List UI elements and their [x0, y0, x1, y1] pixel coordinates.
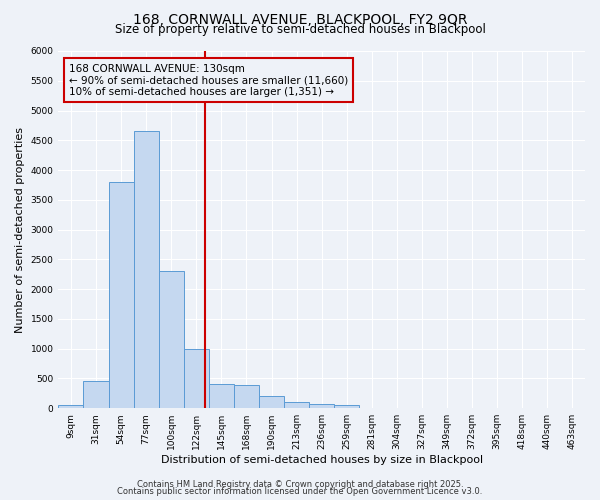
Bar: [109, 182, 134, 408]
Text: 168 CORNWALL AVENUE: 130sqm
← 90% of semi-detached houses are smaller (11,660)
1: 168 CORNWALL AVENUE: 130sqm ← 90% of sem…: [69, 64, 348, 96]
Text: Contains public sector information licensed under the Open Government Licence v3: Contains public sector information licen…: [118, 487, 482, 496]
Bar: [83, 382, 109, 408]
Bar: [309, 404, 334, 408]
X-axis label: Distribution of semi-detached houses by size in Blackpool: Distribution of semi-detached houses by …: [161, 455, 483, 465]
Bar: [234, 385, 259, 408]
Bar: [159, 272, 184, 408]
Text: Contains HM Land Registry data © Crown copyright and database right 2025.: Contains HM Land Registry data © Crown c…: [137, 480, 463, 489]
Bar: [134, 132, 159, 408]
Bar: [334, 405, 359, 408]
Bar: [209, 384, 234, 408]
Bar: [259, 396, 284, 408]
Bar: [284, 402, 309, 408]
Text: 168, CORNWALL AVENUE, BLACKPOOL, FY2 9QR: 168, CORNWALL AVENUE, BLACKPOOL, FY2 9QR: [133, 12, 467, 26]
Text: Size of property relative to semi-detached houses in Blackpool: Size of property relative to semi-detach…: [115, 22, 485, 36]
Bar: [184, 348, 209, 408]
Bar: [58, 405, 83, 408]
Y-axis label: Number of semi-detached properties: Number of semi-detached properties: [15, 126, 25, 332]
